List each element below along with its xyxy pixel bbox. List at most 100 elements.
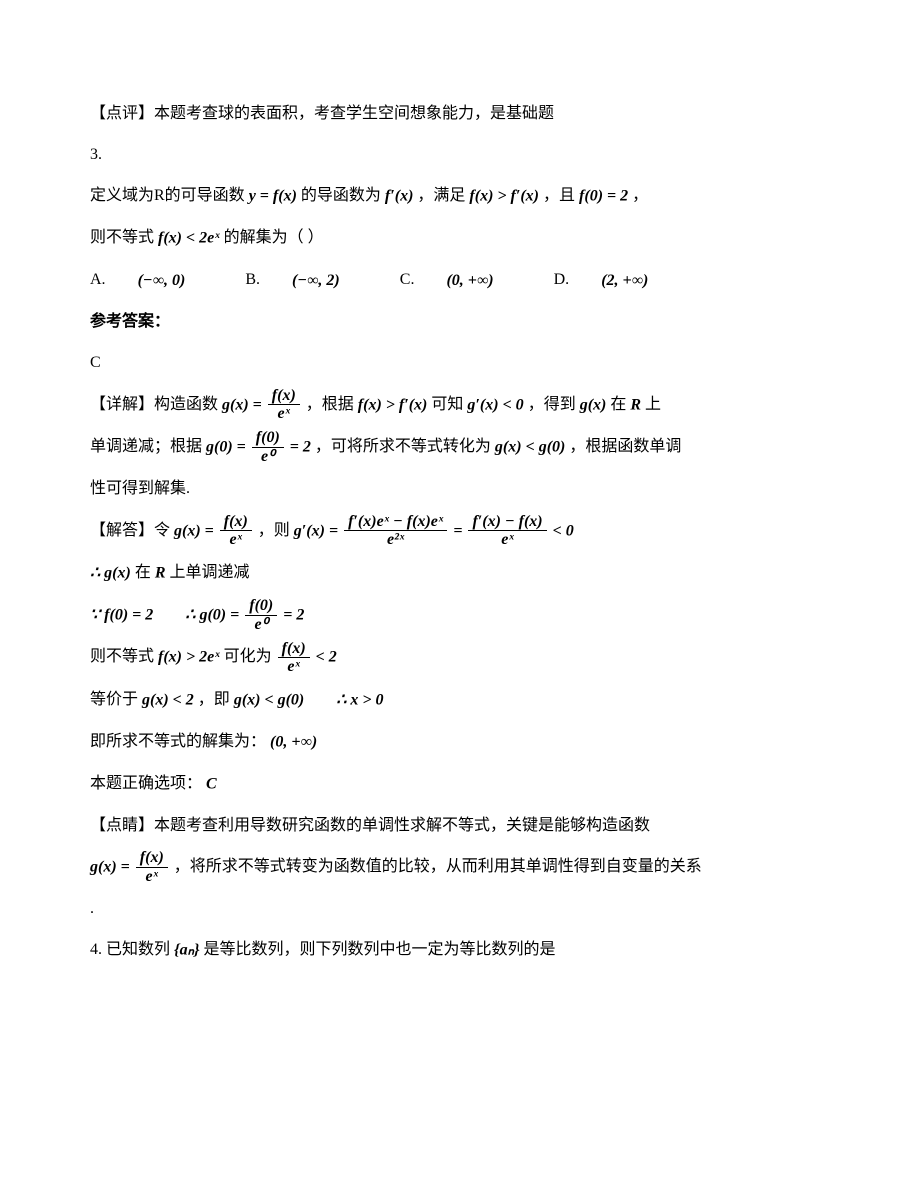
text: ，则 (258, 522, 290, 539)
therefore-x-gt-0: ∴ x > 0 (336, 691, 383, 708)
formula-ineq2: f(x) < 2eˣ (158, 230, 220, 247)
den: eˣ (268, 405, 300, 423)
solve-s4: 则不等式 f(x) > 2eˣ 可化为 f(x)eˣ < 2 (90, 639, 830, 675)
num: f(x) (136, 849, 168, 868)
choice-B-val: (−∞, 2) (292, 272, 340, 289)
text: ，将所求不等式转变为函数值的比较，从而利用其单调性得到自变量的关系 (174, 858, 702, 875)
den: e⁰ (245, 616, 277, 634)
num: f(x) (268, 387, 300, 406)
frac-g0: f(0)e⁰ (252, 429, 284, 465)
num: f(0) (252, 429, 284, 448)
q3-choices: A. (−∞, 0) B. (−∞, 2) C. (0, +∞) D. (2, … (90, 262, 830, 298)
solve-s2: ∴ g(x) 在 R 上单调递减 (90, 555, 830, 591)
den: eˣ (278, 658, 310, 676)
num: f′(x)eˣ − f(x)eˣ (344, 513, 447, 532)
eq2b: = 2 (283, 607, 304, 624)
gx-lt-g0: g(x) < g(0) (495, 439, 565, 456)
num: f′(x) − f(x) (468, 513, 546, 532)
gx-eq: g(x) = (174, 522, 214, 539)
choice-D-val: (2, +∞) (601, 272, 648, 289)
formula-f0: f(0) = 2 (579, 188, 628, 205)
review-r2: g(x) = f(x)eˣ ，将所求不等式转变为函数值的比较，从而利用其单调性得… (90, 849, 830, 885)
text: ，即 (198, 691, 230, 708)
choice-D: D. (2, +∞) (554, 271, 677, 288)
text: 可知 (431, 396, 463, 413)
formula-y-eq-fx: y = f(x) (249, 188, 297, 205)
text: ，根据函数单调 (569, 438, 681, 455)
solve-s6: 即所求不等式的解集为： (0, +∞) (90, 724, 830, 760)
num: f(x) (220, 513, 252, 532)
text: 定义域为R的可导函数 (90, 187, 245, 204)
therefore-gx: ∴ g(x) (90, 565, 131, 582)
den: e²ˣ (344, 531, 447, 549)
answer-label: 参考答案： (90, 304, 830, 339)
formula-fprime: f′(x) (385, 188, 413, 205)
frac-gx3: f(x)eˣ (136, 849, 168, 885)
text: 是等比数列，则下列数列中也一定为等比数列的是 (204, 941, 556, 958)
num: f(x) (278, 640, 310, 659)
frac-gx: f(x)eˣ (268, 387, 300, 423)
num: f(0) (245, 597, 277, 616)
frac-gprime1: f′(x)eˣ − f(x)eˣe²ˣ (344, 513, 447, 549)
review-r1: 【点睛】本题考查利用导数研究函数的单调性求解不等式，关键是能够构造函数 (90, 808, 830, 843)
gx: g(x) (580, 396, 607, 413)
den: eˣ (220, 531, 252, 549)
den: e⁰ (252, 448, 284, 466)
review-r3: . (90, 891, 830, 926)
text: 等价于 (90, 691, 138, 708)
lt0: < 0 (553, 522, 574, 539)
text: 则不等式 (90, 648, 154, 665)
solve-s7: 本题正确选项： C (90, 766, 830, 802)
text: ，可将所求不等式转化为 (315, 438, 491, 455)
label: D. (554, 271, 570, 288)
frac-gprime2: f′(x) − f(x)eˣ (468, 513, 546, 549)
gprime-lt-0: g′(x) < 0 (467, 396, 523, 413)
solve-s3: ∵ f(0) = 2 ∴ g(0) = f(0)e⁰ = 2 (90, 597, 830, 633)
frac-fx-ex: f(x)eˣ (278, 640, 310, 676)
frac-g0b: f(0)e⁰ (245, 597, 277, 633)
text: 【解答】令 (90, 522, 170, 539)
text: ， (632, 187, 648, 204)
text: 可化为 (224, 648, 272, 665)
answer-C: C (206, 775, 217, 792)
q2-review: 【点评】本题考查球的表面积，考查学生空间想象能力，是基础题 (90, 96, 830, 131)
choice-C-val: (0, +∞) (446, 272, 493, 289)
fx-gt-2ex: f(x) > 2eˣ (158, 649, 220, 666)
interval: (0, +∞) (270, 733, 317, 750)
solve-s5: 等价于 g(x) < 2 ，即 g(x) < g(0) ∴ x > 0 (90, 682, 830, 718)
g-eq: g(x) = (222, 396, 262, 413)
text: 的导函数 (301, 187, 365, 204)
q3-stem-line1: 定义域为R的可导函数 y = f(x) 的导函数为 f′(x) ，满足 f(x)… (90, 178, 830, 214)
q4-stem: 4. 已知数列 {aₙ} 是等比数列，则下列数列中也一定为等比数列的是 (90, 932, 830, 968)
answer-value: C (90, 345, 830, 380)
text: 已知数列 (106, 941, 170, 958)
text: 本题正确选项： (90, 775, 202, 792)
choice-A: A. (−∞, 0) (90, 271, 213, 288)
R2: R (155, 565, 166, 582)
text: 即所求不等式的解集为： (90, 733, 266, 750)
detail-p3: 性可得到解集. (90, 471, 830, 506)
choice-C: C. (0, +∞) (400, 271, 522, 288)
label: A. (90, 271, 106, 288)
q4-number: 4. (90, 941, 106, 958)
detail-p1: 【详解】构造函数 g(x) = f(x)eˣ ，根据 f(x) > f′(x) … (90, 387, 830, 423)
text: 则不等式 (90, 229, 154, 246)
text: ，根据 (306, 396, 354, 413)
text: 单调递减；根据 (90, 438, 202, 455)
text: ，得到 (528, 396, 576, 413)
seq-an: {aₙ} (174, 942, 200, 959)
text: ，且 (543, 187, 575, 204)
text: ，满足 (417, 187, 465, 204)
spacer (308, 691, 332, 708)
gprime-eq: g′(x) = (294, 522, 338, 539)
detail-p2: 单调递减；根据 g(0) = f(0)e⁰ = 2 ，可将所求不等式转化为 g(… (90, 429, 830, 465)
den: eˣ (136, 868, 168, 886)
den: eˣ (468, 531, 546, 549)
choice-B: B. (−∞, 2) (245, 271, 367, 288)
q3-stem-line2: 则不等式 f(x) < 2eˣ 的解集为（ ） (90, 220, 830, 256)
gx-lt-2: g(x) < 2 (142, 691, 194, 708)
label: B. (245, 271, 260, 288)
spacer (157, 606, 181, 623)
f-gt-fprime: f(x) > f′(x) (358, 396, 428, 413)
formula-ineq1: f(x) > f′(x) (469, 188, 539, 205)
